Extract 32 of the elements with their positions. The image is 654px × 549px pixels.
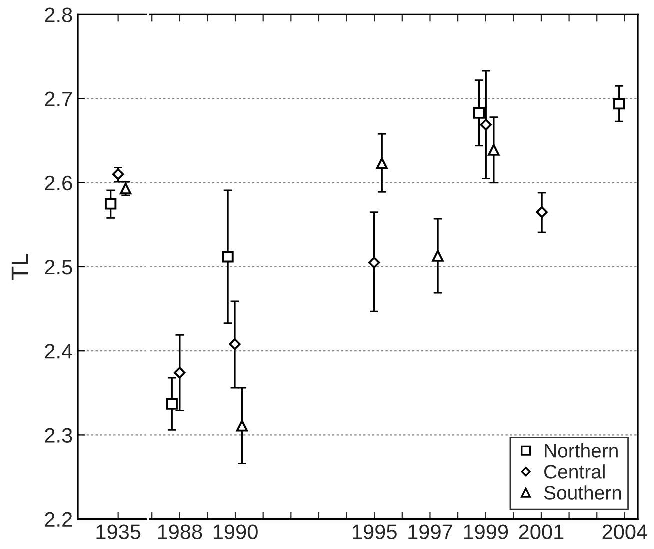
y-tick-label: 2.4 (45, 344, 73, 359)
legend-label: Northern (545, 444, 618, 458)
point (222, 251, 234, 263)
point (166, 398, 178, 410)
point (174, 367, 186, 379)
x-tick-label: 1990 (214, 524, 258, 540)
point (368, 256, 380, 269)
point (480, 118, 492, 131)
point (536, 206, 548, 218)
point (229, 338, 241, 350)
y-tick-label: 2.7 (45, 92, 72, 106)
x-tick-label: 2001 (519, 524, 564, 540)
y-tick-label: 2.3 (45, 428, 72, 443)
y-tick-label: 2.2 (45, 512, 72, 527)
x-tick-label: 1988 (158, 524, 202, 540)
y-axis-title: TL (12, 254, 28, 280)
x-tick-label: 1997 (408, 524, 452, 540)
point (376, 158, 388, 170)
point (432, 250, 444, 262)
x-tick-label: 1935 (96, 524, 141, 540)
x-tick-label: 1999 (464, 524, 508, 540)
point (473, 107, 486, 119)
point (614, 98, 626, 110)
point (236, 420, 248, 432)
y-tick-label: 2.8 (45, 8, 72, 22)
point (488, 144, 500, 156)
y-tick-label: 2.5 (45, 260, 72, 275)
legend-label: Central (544, 464, 605, 479)
legend-label: Southern (544, 486, 622, 500)
x-tick-label: 2004 (602, 524, 648, 540)
y-tick-label: 2.6 (45, 176, 72, 191)
x-tick-label: 1995 (353, 524, 397, 540)
